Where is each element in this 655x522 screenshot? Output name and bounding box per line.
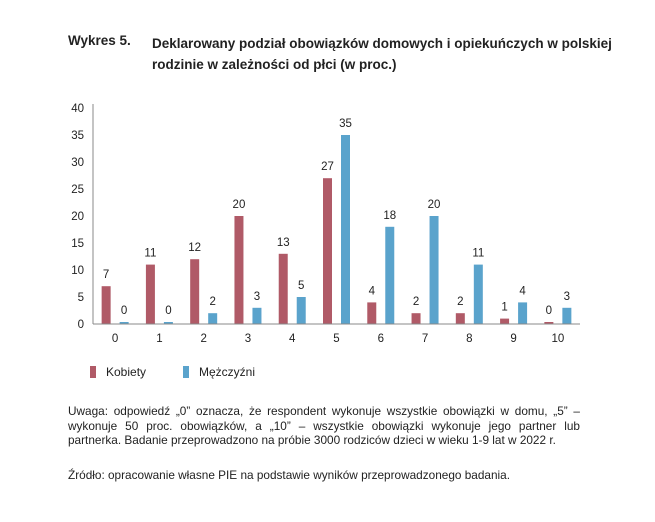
bar-kobiety (323, 178, 332, 324)
y-tick-label: 15 (71, 238, 84, 250)
x-tick-label: 6 (378, 333, 384, 345)
data-label: 2 (457, 296, 463, 308)
bar-mezczyzni (518, 302, 528, 324)
bar-mezczyzni (252, 307, 262, 324)
chart-title: Deklarowany podział obowiązków domowych … (152, 36, 612, 72)
x-tick-label: 0 (112, 333, 118, 345)
bar-kobiety (411, 313, 421, 324)
bar-kobiety (367, 302, 377, 324)
data-label: 12 (188, 242, 201, 254)
y-tick-label: 0 (78, 319, 84, 331)
x-tick-label: 10 (551, 333, 564, 345)
y-tick-label: 35 (71, 130, 84, 142)
data-label: 11 (144, 248, 156, 260)
data-label: 3 (564, 291, 570, 303)
y-tick-label: 5 (78, 292, 84, 304)
bar-mezczyzni (119, 322, 129, 324)
x-tick-label: 7 (422, 333, 428, 345)
y-tick-label: 10 (71, 265, 84, 277)
bar-mezczyzni (385, 226, 395, 324)
data-label: 2 (413, 296, 419, 308)
bar-mezczyzni (562, 307, 572, 324)
y-tick-label: 20 (71, 211, 84, 223)
data-label: 0 (165, 305, 171, 317)
x-tick-label: 1 (156, 333, 162, 345)
bar-kobiety (101, 286, 111, 324)
x-tick-label: 4 (289, 333, 296, 345)
data-label: 20 (233, 199, 246, 211)
legend-label-kobiety: Kobiety (106, 365, 147, 379)
bar-kobiety (145, 264, 155, 324)
data-label: 13 (277, 237, 290, 249)
data-label: 20 (428, 199, 441, 211)
bar-mezczyzni (208, 313, 218, 324)
bar-kobiety (278, 253, 288, 324)
data-label: 4 (369, 285, 376, 297)
x-tick-label: 2 (200, 333, 206, 345)
y-axis: 0 5 10 15 20 25 30 35 40 (71, 103, 94, 331)
x-tick-label: 9 (510, 333, 516, 345)
y-tick-label: 40 (71, 103, 84, 115)
data-label: 3 (254, 291, 260, 303)
x-tick-label: 3 (245, 333, 251, 345)
chart-source: Źródło: opracowanie własne PIE na podsta… (68, 468, 510, 482)
data-label: 11 (472, 248, 484, 260)
legend-label-mezczyzni: Mężczyźni (199, 365, 256, 379)
bar-kobiety (500, 318, 510, 324)
legend-swatch-kobiety (90, 366, 96, 378)
bar-kobiety (234, 216, 244, 324)
y-tick-label: 30 (71, 157, 84, 169)
data-label: 0 (121, 305, 127, 317)
data-label: 35 (339, 118, 352, 130)
chart-number: Wykres 5. (68, 33, 131, 48)
x-tick-label: 5 (333, 333, 339, 345)
data-label: 5 (298, 280, 304, 292)
data-label: 2 (209, 296, 215, 308)
bar-mezczyzni (429, 216, 439, 324)
data-label: 27 (321, 161, 334, 173)
data-label: 4 (519, 285, 526, 297)
legend-item-kobiety: Kobiety (90, 365, 146, 379)
bar-mezczyzni (296, 297, 306, 324)
bar-mezczyzni (341, 135, 350, 324)
data-label: 18 (383, 210, 396, 222)
y-tick-label: 25 (71, 184, 84, 196)
legend-item-mezczyzni: Mężczyźni (183, 365, 255, 379)
data-label: 1 (501, 302, 507, 314)
chart-note: Uwaga: odpowiedź „0” oznacza, że respond… (68, 404, 580, 447)
bar-mezczyzni (163, 322, 173, 324)
data-label: 7 (103, 269, 109, 281)
data-label: 0 (546, 305, 552, 317)
x-tick-label: 8 (466, 333, 472, 345)
bar-kobiety (455, 313, 465, 324)
bar-kobiety (190, 259, 200, 324)
bar-mezczyzni (473, 264, 483, 324)
legend-swatch-mezczyzni (183, 366, 189, 378)
bar-kobiety (544, 322, 554, 324)
x-axis: 0 1 2 3 4 5 6 7 8 9 10 (93, 323, 580, 345)
